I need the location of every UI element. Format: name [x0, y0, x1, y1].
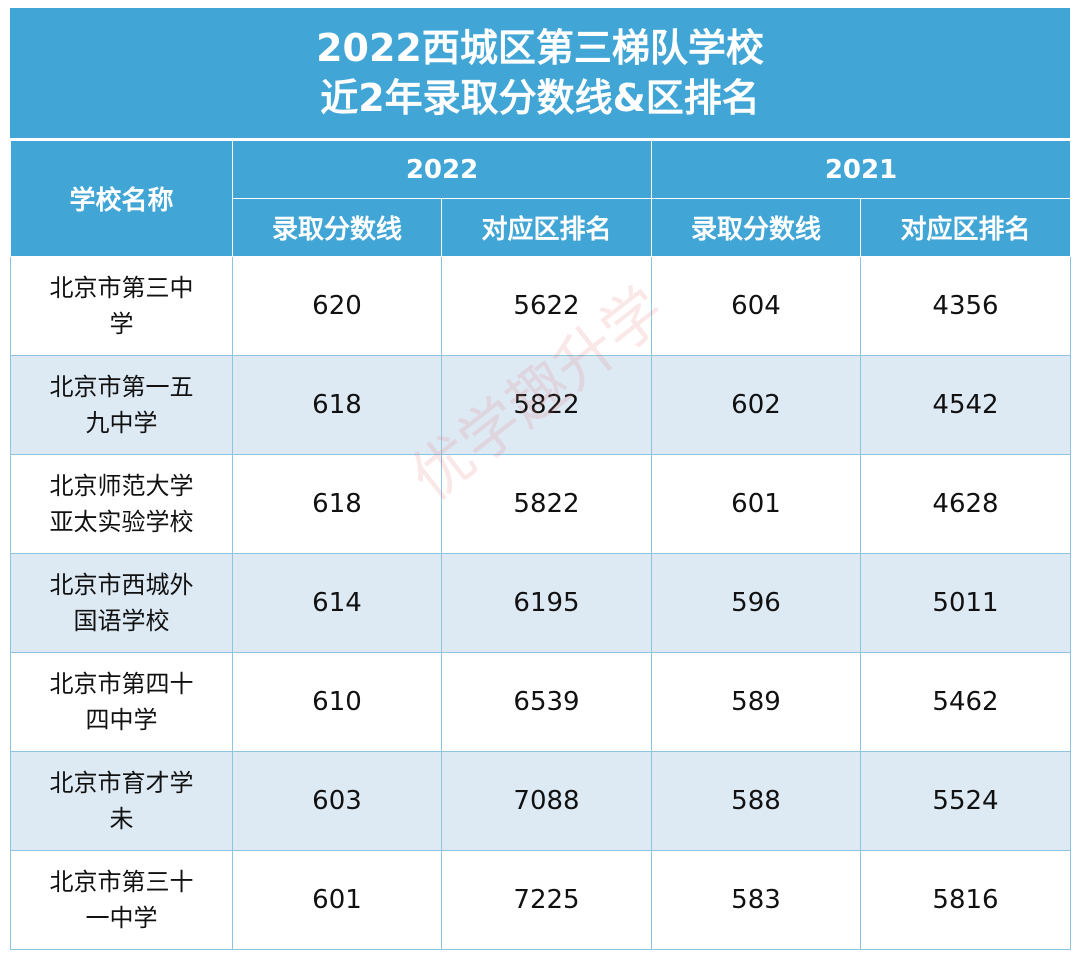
- score-2022-cell: 618: [232, 355, 442, 455]
- score-2022-cell: 603: [232, 751, 442, 851]
- school-name-cell: 北京市育才学未: [10, 751, 233, 851]
- rank-2022-cell: 5822: [441, 454, 652, 554]
- rank-2022-cell: 6195: [441, 553, 652, 653]
- rank-2022-cell: 5822: [441, 355, 652, 455]
- rank-2021-cell: 5816: [860, 850, 1071, 950]
- score-2022-cell: 610: [232, 652, 442, 752]
- score-2021-cell: 596: [651, 553, 861, 653]
- school-name-cell: 北京市第四十四中学: [10, 652, 233, 752]
- header-year-2022: 2022: [232, 140, 652, 199]
- rank-2021-cell: 5524: [860, 751, 1071, 851]
- table-title: 2022西城区第三梯队学校 近2年录取分数线&区排名: [10, 8, 1070, 140]
- table-row: 北京师范大学亚太实验学校 618 5822 601 4628: [10, 454, 1071, 554]
- title-line-1: 2022西城区第三梯队学校: [316, 26, 764, 70]
- rank-2021-cell: 5462: [860, 652, 1071, 752]
- rank-2022-cell: 7088: [441, 751, 652, 851]
- rank-2022-cell: 5622: [441, 256, 652, 356]
- table-row: 北京市西城外国语学校 614 6195 596 5011: [10, 553, 1071, 653]
- header-score-2021: 录取分数线: [651, 198, 861, 257]
- score-2021-cell: 604: [651, 256, 861, 356]
- title-line-2: 近2年录取分数线&区排名: [320, 76, 760, 120]
- school-name-cell: 北京师范大学亚太实验学校: [10, 454, 233, 554]
- table-row: 北京市第一五九中学 618 5822 602 4542: [10, 355, 1071, 455]
- score-2021-cell: 589: [651, 652, 861, 752]
- rank-2021-cell: 4356: [860, 256, 1071, 356]
- rank-2021-cell: 4628: [860, 454, 1071, 554]
- score-2021-cell: 583: [651, 850, 861, 950]
- school-name-cell: 北京市第一五九中学: [10, 355, 233, 455]
- header-rank-2022: 对应区排名: [441, 198, 652, 257]
- header-score-2022: 录取分数线: [232, 198, 442, 257]
- admission-table-card: 2022西城区第三梯队学校 近2年录取分数线&区排名 学校名称 2022 202…: [10, 8, 1071, 950]
- school-name-cell: 北京市第三中学: [10, 256, 233, 356]
- score-2021-cell: 601: [651, 454, 861, 554]
- score-2022-cell: 614: [232, 553, 442, 653]
- score-2022-cell: 601: [232, 850, 442, 950]
- rank-2022-cell: 7225: [441, 850, 652, 950]
- table-row: 北京市第四十四中学 610 6539 589 5462: [10, 652, 1071, 752]
- rank-2021-cell: 5011: [860, 553, 1071, 653]
- table-row: 北京市育才学未 603 7088 588 5524: [10, 751, 1071, 851]
- header-rank-2021: 对应区排名: [860, 198, 1071, 257]
- score-2021-cell: 588: [651, 751, 861, 851]
- school-name-cell: 北京市第三十一中学: [10, 850, 233, 950]
- score-2022-cell: 618: [232, 454, 442, 554]
- header-year-2021: 2021: [651, 140, 1071, 199]
- score-2022-cell: 620: [232, 256, 442, 356]
- score-2021-cell: 602: [651, 355, 861, 455]
- admission-score-table: 学校名称 2022 2021 录取分数线 对应区排名 录取分数线 对应区排名 北…: [10, 140, 1071, 950]
- rank-2021-cell: 4542: [860, 355, 1071, 455]
- rank-2022-cell: 6539: [441, 652, 652, 752]
- table-row: 北京市第三中学 620 5622 604 4356: [10, 256, 1071, 356]
- school-name-cell: 北京市西城外国语学校: [10, 553, 233, 653]
- table-row: 北京市第三十一中学 601 7225 583 5816: [10, 850, 1071, 950]
- header-school-name: 学校名称: [10, 140, 233, 257]
